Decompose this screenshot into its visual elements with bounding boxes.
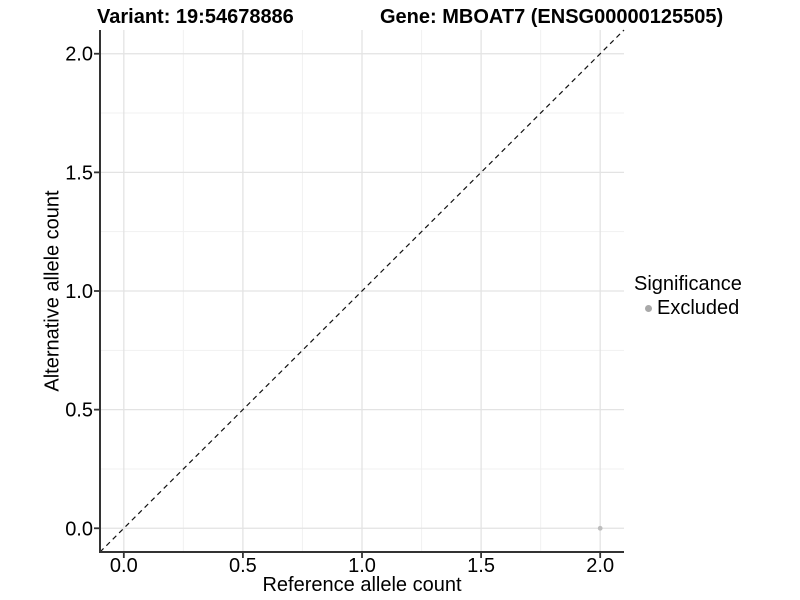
legend-item: Excluded	[634, 298, 742, 318]
y-axis-title: Alternative allele count	[41, 190, 64, 392]
identity-line	[99, 29, 625, 553]
legend: Significance Excluded	[634, 274, 742, 318]
y-tick-label: 1.0	[65, 281, 93, 303]
x-tick-label: 2.0	[586, 555, 614, 577]
legend-items: Excluded	[634, 298, 742, 318]
y-tick-label: 2.0	[65, 44, 93, 66]
plot-title-gene: Gene: MBOAT7 (ENSG00000125505)	[380, 6, 724, 28]
y-tick-label: 0.5	[65, 400, 93, 422]
y-tick-label: 1.5	[65, 162, 93, 184]
legend-point-icon	[645, 304, 652, 312]
x-tick-label: 0.5	[229, 555, 257, 577]
y-tick-label: 0.0	[65, 518, 93, 540]
x-tick-label: 0.0	[110, 555, 138, 577]
legend-item-label: Excluded	[657, 297, 740, 319]
x-tick-label: 1.5	[467, 555, 495, 577]
x-axis-title: Reference allele count	[262, 574, 462, 596]
legend-title: Significance	[634, 273, 742, 295]
plot-title-variant: Variant: 19:54678886	[97, 6, 294, 28]
data-point	[597, 525, 603, 531]
x-tick-label: 1.0	[348, 555, 376, 577]
